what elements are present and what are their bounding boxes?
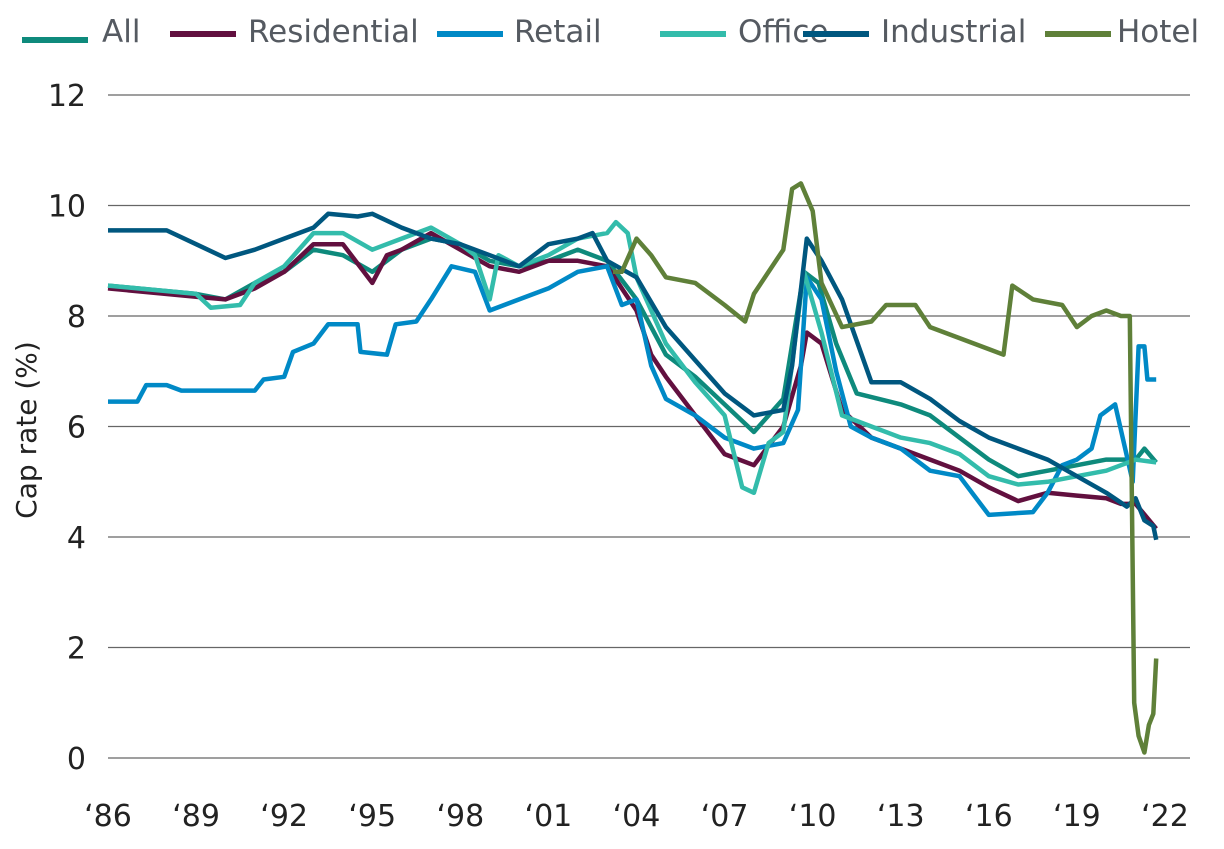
x-tick-label: ‘07 (701, 799, 749, 834)
x-tick-label: ‘95 (348, 799, 396, 834)
y-axis-label: Cap rate (%) (10, 341, 43, 519)
x-tick-label: ‘13 (877, 799, 925, 834)
x-tick-label: ‘01 (525, 799, 573, 834)
x-tick-label: ‘22 (1141, 799, 1189, 834)
legend-label-residential: Residential (248, 14, 419, 50)
series-line-industrial (108, 211, 1159, 541)
y-tick-label: 2 (67, 632, 86, 667)
series-line-residential (107, 230, 1158, 531)
x-axis-ticks: ‘86 ‘89 ‘92 ‘95 ‘98 ‘01 ‘04 ‘07 ‘10 ‘13 ‘16 ‘19 ‘22 (84, 799, 1189, 834)
y-axis-ticks: 0 2 4 6 8 10 12 (48, 79, 86, 777)
legend-label-retail: Retail (514, 14, 602, 50)
y-tick-label: 4 (67, 521, 86, 556)
legend: All Residential Retail Office Industrial Hote… (22, 14, 1199, 50)
y-tick-label: 6 (67, 411, 86, 446)
x-tick-label: ‘04 (613, 799, 661, 834)
x-tick-label: ‘89 (172, 799, 220, 834)
series-line-hotel (613, 181, 1159, 755)
x-tick-label: ‘92 (260, 799, 308, 834)
legend-swatch-residential (170, 31, 236, 37)
legend-label-industrial: Industrial (881, 14, 1026, 50)
series-line-all (107, 236, 1158, 479)
legend-swatch-hotel (1045, 31, 1111, 37)
legend-swatch-industrial (803, 31, 869, 37)
legend-swatch-retail (437, 31, 503, 37)
x-tick-label: ‘10 (789, 799, 837, 834)
series-line-retail (108, 264, 1157, 518)
y-tick-label: 10 (48, 190, 86, 225)
y-tick-label: 0 (67, 742, 86, 777)
y-tick-label: 8 (67, 300, 86, 335)
legend-label-hotel: Hotel (1117, 14, 1199, 50)
x-tick-label: ‘16 (965, 799, 1013, 834)
series-line-office (107, 219, 1157, 496)
legend-swatch-all (22, 37, 88, 43)
x-tick-label: ‘86 (84, 799, 132, 834)
x-tick-label: ‘98 (436, 799, 484, 834)
gridlines (108, 94, 1190, 759)
legend-label-all: All (102, 14, 140, 50)
y-tick-label: 12 (48, 79, 86, 114)
legend-swatch-office (660, 31, 726, 37)
series-lines (107, 181, 1159, 755)
x-tick-label: ‘19 (1053, 799, 1101, 834)
